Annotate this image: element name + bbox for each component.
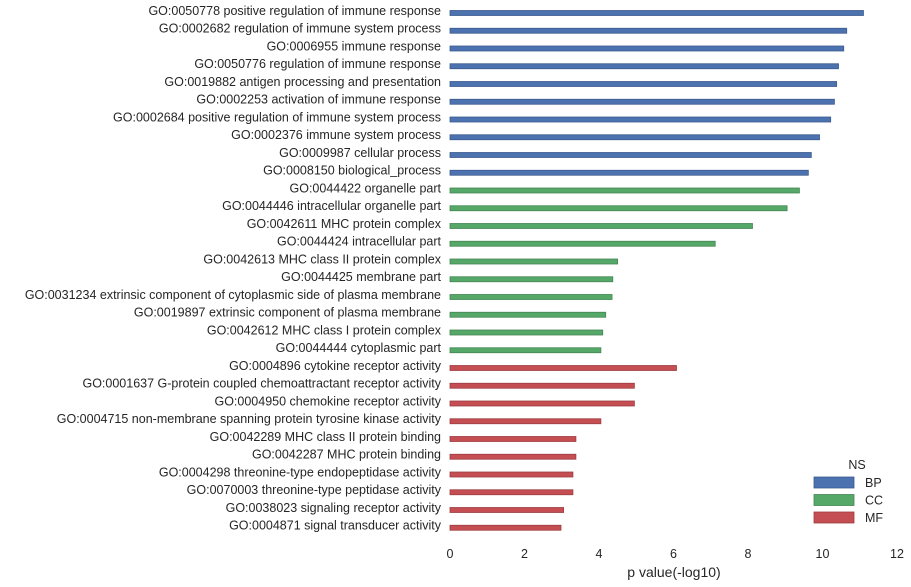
bar-go-0001637 [449,382,635,389]
bars-layer [449,10,864,531]
bar-go-0042613 [449,258,619,265]
bar-go-0044424 [449,240,716,247]
bar-go-0050778 [449,10,864,16]
bar-go-0006955 [449,45,845,52]
category-label: GO:0070003 threonine-type peptidase acti… [187,483,442,497]
bar-go-0042611 [449,223,753,229]
x-tick-label: 10 [816,547,830,561]
x-tick-label: 8 [745,547,752,561]
bar-go-0002253 [449,98,835,105]
bar-go-0004896 [449,365,677,371]
category-label: GO:0008150 biological_process [263,164,441,178]
category-label: GO:0004871 signal transducer activity [229,519,442,533]
category-label: GO:0002376 immune system process [231,128,441,142]
bar-go-0008150 [449,169,809,176]
legend-swatch-cc [813,494,855,506]
bar-go-0050776 [449,63,839,70]
x-tick-label: 2 [521,547,528,561]
category-label: GO:0050776 regulation of immune response [194,57,441,71]
bar-go-0038023 [449,507,565,513]
bar-go-0070003 [449,489,574,496]
bar-go-0004871 [449,524,562,531]
category-label: GO:0004950 chemokine receptor activity [214,394,441,408]
x-tick-label: 4 [596,547,603,561]
bar-go-0044444 [449,347,602,354]
bar-go-0009987 [449,152,812,158]
category-label: GO:0019897 extrinsic component of plasma… [134,306,441,320]
category-label: GO:0019882 antigen processing and presen… [164,75,441,89]
category-label: GO:0038023 signaling receptor activity [226,501,442,515]
category-label: GO:0009987 cellular process [279,146,441,160]
x-tick-label: 12 [890,547,904,561]
bar-go-0044446 [449,205,788,212]
category-label: GO:0044424 intracellular part [277,235,442,249]
bar-go-0042289 [449,436,577,442]
x-axis-title: p value(-log10) [627,564,720,580]
x-tick-label: 6 [670,547,677,561]
category-label: GO:0042611 MHC protein complex [247,217,442,231]
category-label: GO:0002253 activation of immune response [196,93,441,107]
category-label: GO:0042289 MHC class II protein binding [210,430,441,444]
bar-go-0042287 [449,453,577,460]
legend-swatch-mf [813,511,855,524]
bar-go-0019882 [449,81,838,87]
category-label: GO:0004298 threonine-type endopeptidase … [159,465,442,479]
category-label: GO:0006955 immune response [267,39,441,53]
legend: NS BP CC MF [813,458,883,525]
bar-go-0042612 [449,329,604,336]
category-label: GO:0044425 membrane part [281,270,441,284]
bar-go-0031234 [449,294,613,300]
bar-go-0044425 [449,276,614,283]
legend-swatch-bp [813,476,855,489]
legend-label-mf: MF [865,511,883,525]
category-label: GO:0004715 non-membrane spanning protein… [57,412,442,426]
legend-label-bp: BP [865,476,882,490]
category-label: GO:0042613 MHC class II protein complex [203,252,441,266]
category-label: GO:0002682 regulation of immune system p… [159,22,441,36]
bar-go-0004298 [449,471,574,478]
category-label: GO:0050778 positive regulation of immune… [148,4,441,18]
category-label: GO:0044444 cytoplasmic part [276,341,442,355]
bar-go-0019897 [449,311,607,318]
category-label: GO:0042287 MHC protein binding [252,448,441,462]
legend-label-cc: CC [865,493,883,507]
x-tick-label: 0 [447,547,454,561]
category-label: GO:0042612 MHC class I protein complex [207,323,442,337]
category-labels: GO:0050778 positive regulation of immune… [25,4,442,533]
x-axis: 0 2 4 6 8 10 12 [447,547,904,561]
bar-go-0004950 [449,400,635,407]
category-label: GO:0004896 cytokine receptor activity [229,359,442,373]
category-label: GO:0001637 G-protein coupled chemoattrac… [82,377,441,391]
bar-go-0002684 [449,116,832,123]
bar-go-0004715 [449,418,602,425]
bar-go-0044422 [449,187,800,194]
legend-title: NS [848,458,865,472]
category-label: GO:0002684 positive regulation of immune… [113,110,441,124]
category-label: GO:0044446 intracellular organelle part [222,199,441,213]
category-label: GO:0044422 organelle part [290,181,442,195]
category-label: GO:0031234 extrinsic component of cytopl… [25,288,441,302]
bar-go-0002682 [449,27,848,34]
bar-go-0002376 [449,134,820,141]
